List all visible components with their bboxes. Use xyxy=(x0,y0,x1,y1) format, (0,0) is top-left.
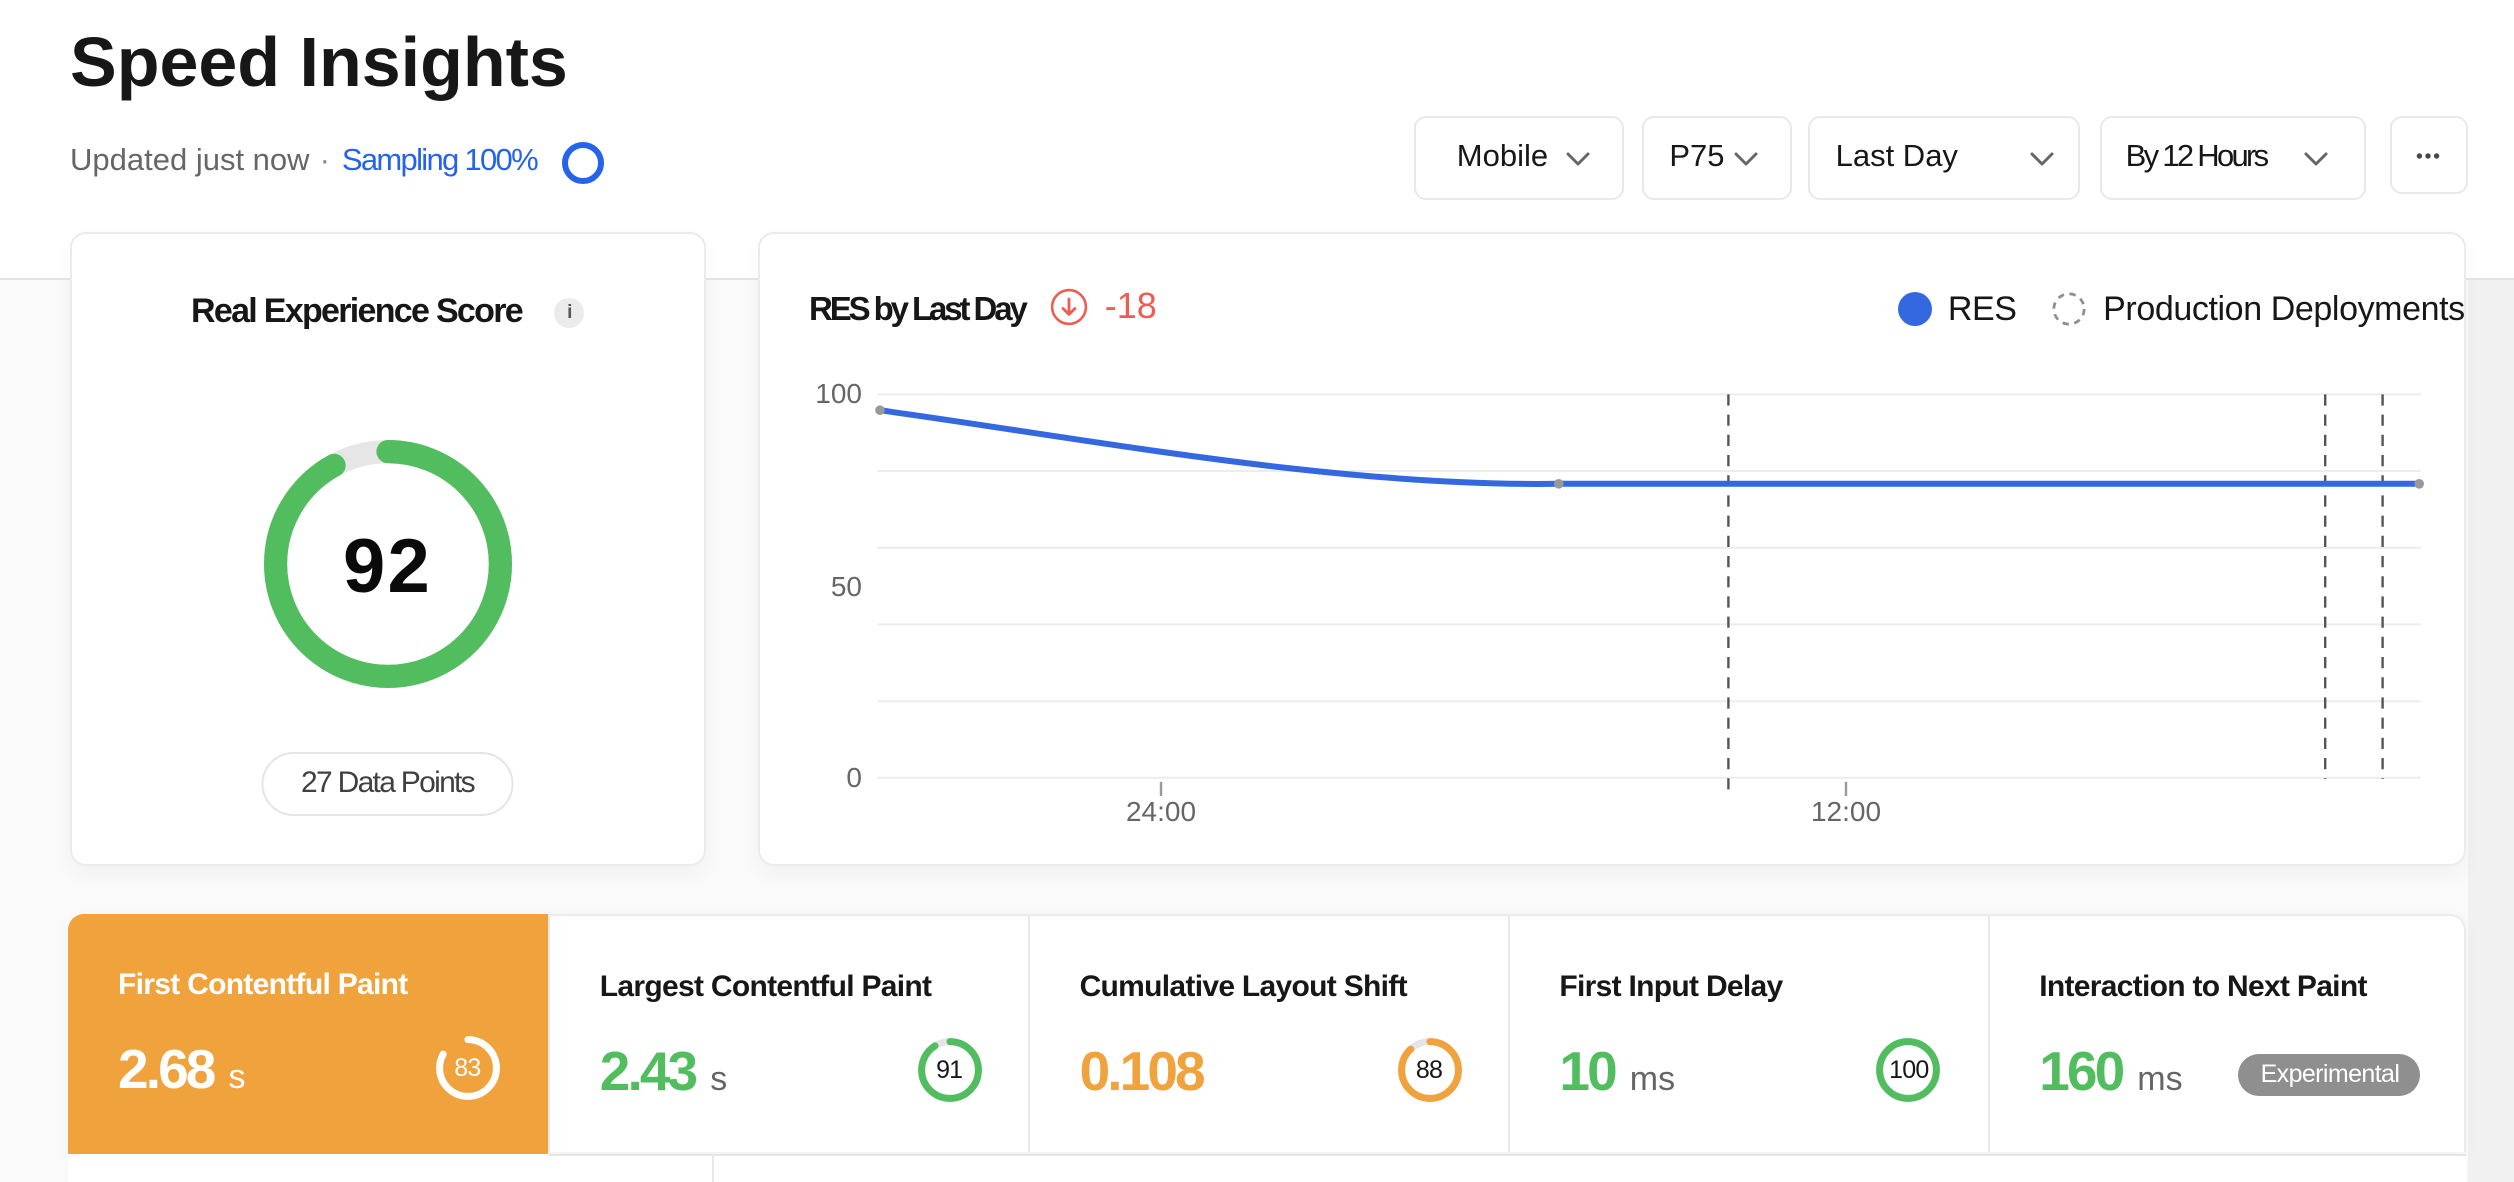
svg-text:50: 50 xyxy=(831,572,862,603)
svg-text:0: 0 xyxy=(847,763,863,794)
svg-text:24:00: 24:00 xyxy=(1127,797,1197,828)
svg-text:12:00: 12:00 xyxy=(1812,797,1882,828)
svg-text:100: 100 xyxy=(816,379,863,410)
